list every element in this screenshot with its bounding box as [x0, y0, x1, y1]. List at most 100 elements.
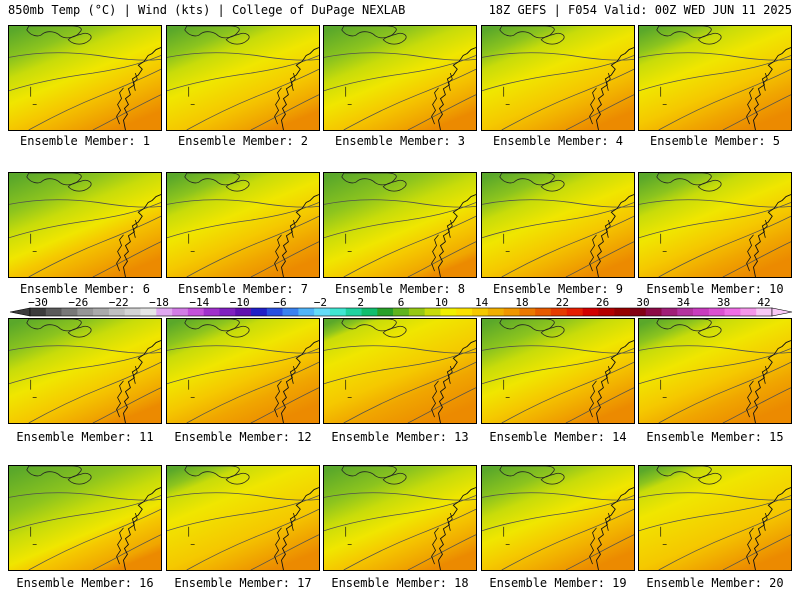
colorbar-tick-label: −10 — [230, 296, 250, 309]
colorbar-swatch — [377, 308, 394, 316]
colorbar-swatch — [345, 308, 362, 316]
ensemble-member-label: Ensemble Member: 12 — [174, 430, 312, 444]
ensemble-map-10 — [638, 172, 792, 278]
ensemble-member-label: Ensemble Member: 4 — [492, 134, 624, 148]
colorbar-swatch — [756, 308, 773, 316]
colorbar-tick-label: 18 — [515, 296, 528, 309]
colorbar-tick-label: −6 — [273, 296, 286, 309]
colorbar-swatch — [124, 308, 141, 316]
ensemble-map-14 — [481, 318, 635, 424]
ensemble-member-label: Ensemble Member: 16 — [16, 576, 154, 590]
ensemble-member-label: Ensemble Member: 11 — [16, 430, 154, 444]
colorbar-tick-label: −30 — [28, 296, 48, 309]
ensemble-map-5 — [638, 25, 792, 131]
colorbar-swatch — [235, 308, 252, 316]
colorbar-max-arrow — [771, 307, 793, 317]
colorbar-swatch — [219, 308, 236, 316]
ensemble-map-13 — [323, 318, 477, 424]
colorbar-tick-label: −18 — [149, 296, 169, 309]
colorbar-swatch — [645, 308, 662, 316]
colorbar-tick-label: −26 — [68, 296, 88, 309]
colorbar-swatch — [298, 308, 315, 316]
colorbar-swatch — [472, 308, 489, 316]
colorbar-swatch — [661, 308, 678, 316]
ensemble-member-label: Ensemble Member: 3 — [334, 134, 466, 148]
colorbar-swatch — [45, 308, 62, 316]
colorbar-tick-label: 6 — [398, 296, 405, 309]
colorbar-swatch — [251, 308, 268, 316]
ensemble-member-label: Ensemble Member: 8 — [334, 282, 466, 296]
ensemble-member-label: Ensemble Member: 2 — [177, 134, 309, 148]
colorbar-swatch — [156, 308, 173, 316]
colorbar-swatch — [598, 308, 615, 316]
colorbar-swatch — [93, 308, 110, 316]
ensemble-map-3 — [323, 25, 477, 131]
colorbar-swatch — [456, 308, 473, 316]
ensemble-map-2 — [166, 25, 320, 131]
colorbar-swatch — [693, 308, 710, 316]
colorbar-swatch — [329, 308, 347, 316]
colorbar-swatch — [61, 308, 78, 316]
ensemble-member-label: Ensemble Member: 6 — [19, 282, 151, 296]
ensemble-map-8 — [323, 172, 477, 278]
ensemble-member-label: Ensemble Member: 17 — [174, 576, 312, 590]
colorbar-tick-label: −14 — [189, 296, 209, 309]
colorbar-tick-label: 34 — [677, 296, 691, 309]
colorbar-swatch — [566, 308, 583, 316]
colorbar-tick-label: 42 — [757, 296, 770, 309]
colorbar-swatch — [519, 308, 536, 316]
colorbar-swatch — [187, 308, 204, 316]
colorbar-swatch — [740, 308, 757, 316]
ensemble-map-1 — [8, 25, 162, 131]
map-title: 850mb Temp (°C) | Wind (kts) | College o… — [8, 3, 406, 17]
colorbar-swatch — [487, 308, 504, 316]
ensemble-member-label: Ensemble Member: 9 — [492, 282, 624, 296]
colorbar-swatch — [314, 308, 331, 316]
ensemble-map-20 — [638, 465, 792, 571]
colorbar-tick-label: −22 — [109, 296, 129, 309]
ensemble-map-19 — [481, 465, 635, 571]
colorbar-swatch — [424, 308, 441, 316]
colorbar-swatch — [503, 308, 520, 316]
ensemble-member-label: Ensemble Member: 15 — [646, 430, 784, 444]
ensemble-map-11 — [8, 318, 162, 424]
colorbar-tick-label: 30 — [636, 296, 649, 309]
colorbar-swatch — [266, 308, 283, 316]
ensemble-map-15 — [638, 318, 792, 424]
valid-time: 18Z GEFS | F054 Valid: 00Z WED JUN 11 20… — [488, 3, 792, 17]
colorbar-swatch — [203, 308, 220, 316]
ensemble-map-9 — [481, 172, 635, 278]
ensemble-member-label: Ensemble Member: 1 — [19, 134, 151, 148]
colorbar-swatch — [677, 308, 694, 316]
colorbar-swatch — [30, 308, 47, 316]
ensemble-member-label: Ensemble Member: 13 — [331, 430, 469, 444]
ensemble-map-18 — [323, 465, 477, 571]
ensemble-member-label: Ensemble Member: 5 — [649, 134, 781, 148]
colorbar-tick-label: 22 — [556, 296, 569, 309]
colorbar-swatch — [724, 308, 741, 316]
colorbar-swatch — [140, 308, 157, 316]
colorbar-min-arrow — [9, 307, 31, 317]
colorbar-tick-label: 14 — [475, 296, 489, 309]
colorbar-swatch — [172, 308, 189, 316]
colorbar-tick-label: 10 — [435, 296, 448, 309]
colorbar-swatch — [582, 308, 599, 316]
ensemble-map-17 — [166, 465, 320, 571]
colorbar-swatch — [77, 308, 94, 316]
colorbar-swatch — [440, 308, 457, 316]
ensemble-map-4 — [481, 25, 635, 131]
temperature-colorbar: −30 −26 −22 −18 −14 −10 −6 −2 2 6 10 14 18 22 26 30 34 38… — [0, 296, 800, 320]
colorbar-swatch — [408, 308, 425, 316]
ensemble-member-label: Ensemble Member: 20 — [646, 576, 784, 590]
ensemble-map-16 — [8, 465, 162, 571]
ensemble-member-label: Ensemble Member: 10 — [646, 282, 784, 296]
ensemble-map-12 — [166, 318, 320, 424]
ensemble-member-label: Ensemble Member: 7 — [177, 282, 309, 296]
colorbar-swatch — [550, 308, 568, 316]
colorbar-swatch — [708, 308, 725, 316]
colorbar-tick-label: 2 — [357, 296, 364, 309]
colorbar-tick-label: 38 — [717, 296, 730, 309]
colorbar-swatch — [393, 308, 410, 316]
colorbar-tick-label: −2 — [314, 296, 327, 309]
ensemble-map-6 — [8, 172, 162, 278]
